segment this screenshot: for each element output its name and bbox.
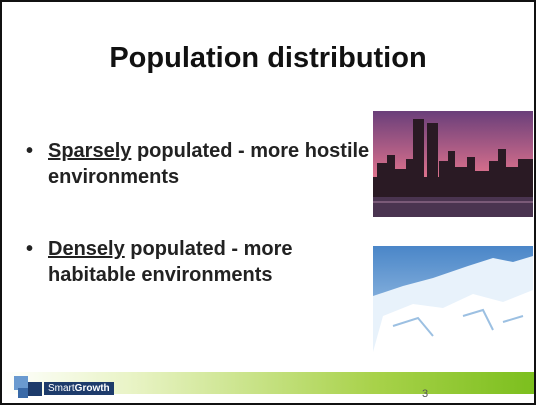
logo-bold: Growth — [74, 383, 110, 394]
city-skyline-image — [373, 111, 533, 217]
bullet: • Sparsely populated - more hostile envir… — [24, 138, 378, 190]
logo-mark — [14, 376, 42, 398]
bullet-dot: • — [26, 140, 34, 162]
logo-text: SmartGrowth — [44, 382, 114, 395]
page-number: 3 — [422, 388, 429, 400]
bullet-text: populated - more habitable environments — [48, 238, 293, 286]
logo-light: Smart — [48, 383, 75, 394]
bullet: • Densely populated - more habitable envi… — [24, 236, 378, 288]
footer-band — [2, 372, 534, 394]
bullet-text: populated - more hostile environments — [48, 140, 370, 188]
footer: SmartGrowth 3 — [2, 368, 534, 403]
bullet-emphasis: Densely — [48, 238, 125, 260]
slide-title: Population distribution — [109, 42, 427, 74]
bullet-dot: • — [26, 238, 34, 260]
bullet-emphasis: Sparsely — [48, 140, 132, 162]
iceberg-image — [373, 246, 533, 352]
